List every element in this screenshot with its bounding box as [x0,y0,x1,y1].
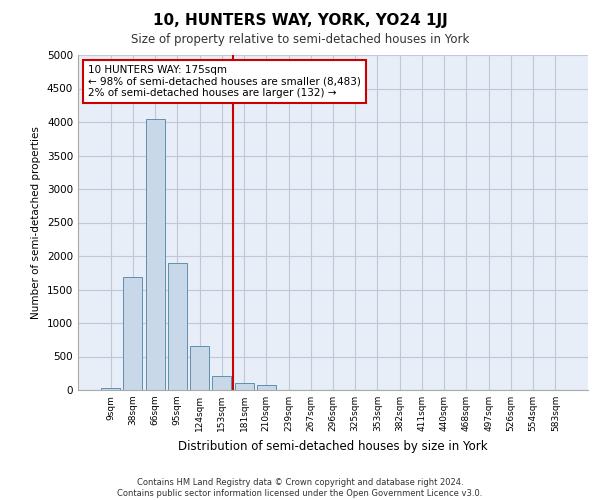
Bar [212,376,231,390]
Text: Contains HM Land Registry data © Crown copyright and database right 2024.
Contai: Contains HM Land Registry data © Crown c… [118,478,482,498]
Text: Size of property relative to semi-detached houses in York: Size of property relative to semi-detach… [131,32,469,46]
Bar [101,388,120,390]
Bar [190,346,209,390]
Bar [235,384,254,390]
Bar [124,278,142,390]
Bar [146,118,164,390]
Bar [257,384,276,390]
Text: 10 HUNTERS WAY: 175sqm
← 98% of semi-detached houses are smaller (8,483)
2% of s: 10 HUNTERS WAY: 175sqm ← 98% of semi-det… [88,65,361,98]
Text: 10, HUNTERS WAY, YORK, YO24 1JJ: 10, HUNTERS WAY, YORK, YO24 1JJ [152,12,448,28]
Bar [168,262,187,390]
Y-axis label: Number of semi-detached properties: Number of semi-detached properties [31,126,41,319]
X-axis label: Distribution of semi-detached houses by size in York: Distribution of semi-detached houses by … [178,440,488,452]
